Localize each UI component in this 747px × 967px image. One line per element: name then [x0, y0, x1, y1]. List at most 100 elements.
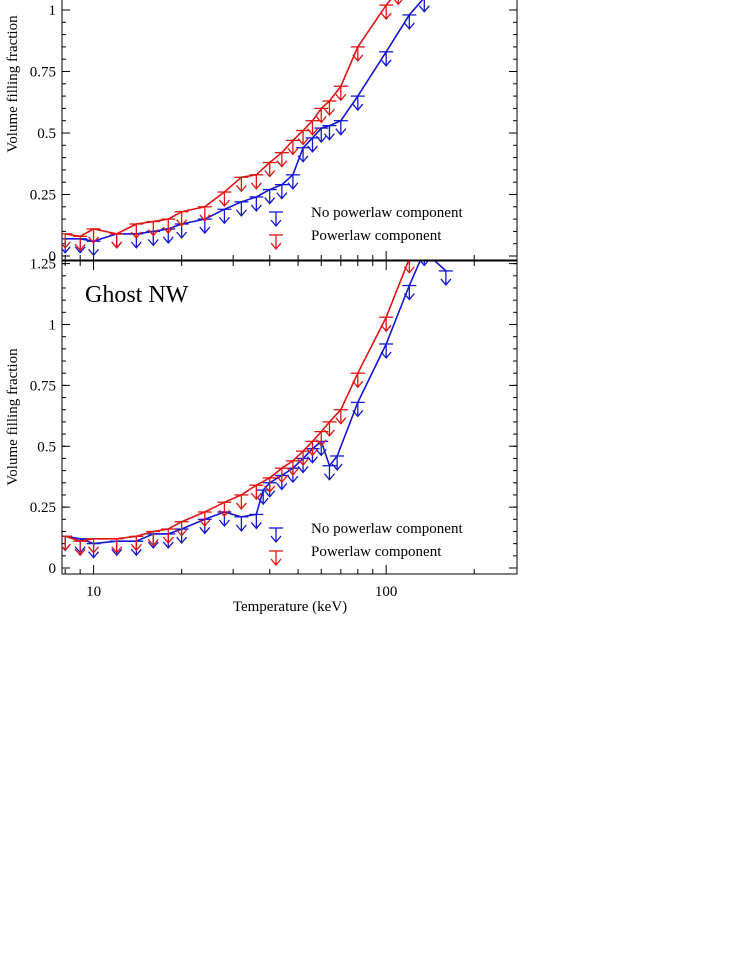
- y-tick-label: 0.75: [30, 378, 56, 394]
- upper-limit-marker: [314, 430, 329, 447]
- upper-limit-marker: [262, 477, 277, 493]
- y-tick-label: 0.75: [30, 65, 56, 81]
- x-axis-label: Temperature (keV): [233, 599, 347, 615]
- legend-label: Powerlaw component: [311, 544, 442, 560]
- upper-limit-marker: [379, 51, 394, 67]
- upper-limit-marker: [129, 535, 144, 552]
- upper-limit-marker: [333, 120, 348, 136]
- top-plot-area: [62, 0, 430, 257]
- plot-frame: [61, 260, 518, 575]
- bottom-legend: No powerlaw component Powerlaw component: [269, 521, 463, 567]
- upper-limit-marker: [333, 85, 348, 102]
- upper-limit-marker: [109, 538, 124, 554]
- upper-limit-marker: [322, 465, 337, 481]
- top-axes: [61, 0, 518, 261]
- upper-limit-marker: [322, 124, 337, 141]
- upper-limit-marker: [249, 484, 264, 501]
- upper-limit-marker: [350, 46, 365, 62]
- upper-limit-marker: [403, 261, 415, 274]
- upper-limit-marker: [146, 530, 161, 547]
- upper-limit-marker: [174, 211, 189, 227]
- upper-limit-marker: [296, 450, 311, 467]
- upper-limit-marker: [129, 223, 144, 240]
- upper-limit-marker: [418, 0, 430, 13]
- legend-label: No powerlaw component: [311, 521, 463, 537]
- upper-limit-marker: [402, 284, 417, 301]
- bottom-y-tick-labels: 0 0.25 0.5 0.75 1 1.25: [30, 257, 56, 577]
- upper-limit-marker: [73, 235, 88, 252]
- top-y-axis-label: Volume filling fraction: [5, 15, 21, 153]
- y-tick-label: 0.5: [37, 126, 56, 142]
- upper-limit-marker: [234, 494, 249, 510]
- upper-limit-marker: [86, 538, 101, 554]
- upper-limit-marker: [296, 129, 311, 146]
- upper-limit-marker: [330, 455, 345, 472]
- upper-limit-marker: [217, 191, 232, 208]
- upper-limit-marker: [285, 139, 300, 156]
- upper-limit-marker: [249, 174, 264, 190]
- upper-limit-marker: [197, 511, 212, 528]
- upper-limit-marker: [314, 127, 329, 144]
- top-y-tick-labels: 0 0.25 0.5 0.75 1: [30, 3, 56, 265]
- upper-limit-marker: [174, 521, 189, 537]
- upper-limit-marker: [249, 513, 264, 530]
- x-tick-label: 10: [86, 584, 101, 600]
- upper-limit-marker: [262, 161, 277, 178]
- upper-limit-marker: [234, 516, 249, 532]
- top-panel: 0 0.25 0.5 0.75 1 Volume filling fraction No…: [5, 0, 518, 265]
- y-tick-label: 0: [49, 249, 57, 265]
- upper-limit-marker: [274, 184, 289, 200]
- upper-limit-marker: [234, 176, 249, 193]
- upper-limit-marker: [197, 206, 212, 222]
- y-tick-label: 0.5: [37, 439, 56, 455]
- legend-marker: [269, 550, 283, 567]
- bottom-panel: 0 0.25 0.5 0.75 1 1.25 10 100 Ghost NW Volume …: [5, 257, 518, 615]
- upper-limit-marker: [314, 107, 329, 124]
- y-tick-label: 0: [49, 561, 57, 577]
- upper-limit-marker: [274, 152, 289, 168]
- upper-limit-marker: [379, 4, 394, 21]
- upper-limit-marker: [274, 467, 289, 484]
- upper-limit-marker: [217, 501, 232, 518]
- upper-limit-marker: [262, 188, 277, 205]
- upper-limit-marker: [161, 218, 176, 235]
- upper-limit-marker: [285, 174, 300, 190]
- upper-limit-marker: [296, 147, 311, 163]
- bottom-axes: [61, 260, 518, 575]
- upper-limit-marker: [402, 14, 417, 30]
- upper-limit-marker: [322, 421, 337, 437]
- upper-limit-marker: [333, 409, 348, 425]
- legend-marker: [269, 234, 283, 251]
- legend-label: Powerlaw component: [311, 228, 442, 244]
- upper-limit-marker: [217, 208, 232, 225]
- upper-limit-marker: [234, 201, 249, 217]
- y-tick-label: 1.25: [30, 257, 56, 273]
- legend-marker: [269, 527, 283, 544]
- legend-label: No powerlaw component: [311, 205, 463, 221]
- panel-title: Ghost NW: [85, 282, 189, 308]
- x-tick-label: 100: [375, 584, 398, 600]
- upper-limit-marker: [350, 95, 365, 112]
- upper-limit-marker: [379, 343, 394, 359]
- upper-limit-marker: [285, 460, 300, 476]
- y-tick-label: 0.25: [30, 188, 56, 204]
- upper-limit-marker: [86, 228, 101, 244]
- upper-limit-marker: [62, 535, 73, 552]
- upper-limit-marker: [161, 528, 176, 545]
- upper-limit-marker: [419, 261, 429, 267]
- plot-frame: [61, 0, 518, 261]
- upper-limit-marker: [73, 540, 88, 557]
- bottom-y-axis-label: Volume filling fraction: [5, 348, 21, 486]
- y-tick-label: 1: [49, 318, 57, 334]
- upper-limit-marker: [146, 220, 161, 237]
- series-line: [65, 0, 392, 238]
- upper-limit-marker: [322, 100, 337, 117]
- y-tick-label: 0.25: [30, 500, 56, 516]
- upper-limit-marker: [62, 233, 73, 249]
- bottom-x-tick-labels: 10 100: [86, 584, 397, 600]
- upper-limit-marker: [305, 120, 320, 136]
- upper-limit-marker: [438, 270, 453, 286]
- upper-limit-marker: [393, 0, 403, 6]
- legend-marker: [269, 211, 283, 228]
